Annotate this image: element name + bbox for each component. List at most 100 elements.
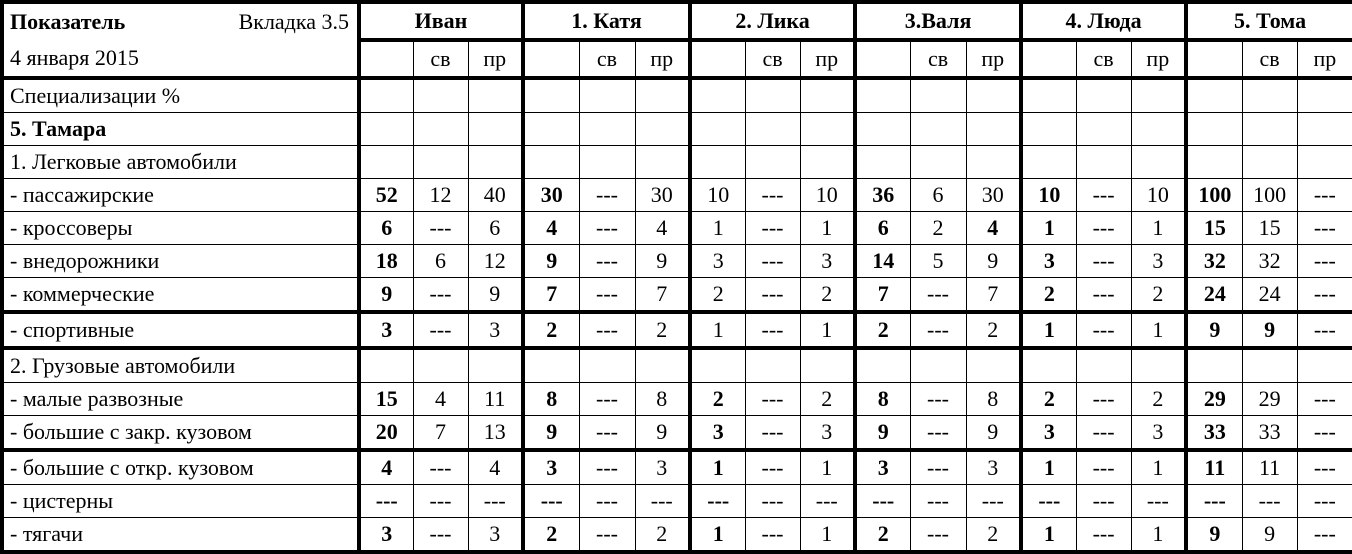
value-cell: [688, 347, 746, 383]
table-row: 5. Тамара: [0, 112, 1352, 146]
value-cell: ---: [1075, 415, 1132, 452]
value-cell: ---: [744, 211, 801, 245]
group-header: Иван: [357, 0, 524, 42]
value-cell: ---: [1296, 415, 1352, 452]
value-cell: ---: [578, 244, 636, 278]
value-cell: 1: [1130, 311, 1187, 350]
value-cell: 12: [467, 244, 524, 278]
value-cell: 9: [965, 244, 1022, 278]
value-cell: [1296, 347, 1352, 383]
value-cell: ---: [1075, 277, 1132, 314]
table-row: - большие с закр. кузовом 20 7 13 9 --- 9 3 --- 3…: [0, 415, 1352, 452]
sv-subheader: св: [909, 39, 967, 80]
value-cell: ---: [357, 484, 414, 518]
value-cell: [799, 145, 856, 179]
value-cell: 8: [634, 382, 691, 416]
table-row: 2. Грузовые автомобили: [0, 347, 1352, 383]
value-cell: 6: [357, 211, 414, 245]
value-cell: 4: [412, 382, 469, 416]
value-cell: 1: [1019, 449, 1077, 485]
value-cell: [1130, 145, 1187, 179]
value-cell: ---: [412, 277, 469, 314]
value-cell: [467, 145, 524, 179]
value-cell: ---: [744, 178, 801, 212]
value-cell: [578, 145, 636, 179]
value-cell: [853, 347, 911, 383]
value-cell: [799, 112, 856, 146]
value-cell: ---: [1075, 484, 1132, 518]
value-cell: 1: [1130, 517, 1187, 554]
total-subheader: [357, 39, 414, 80]
value-cell: 3: [688, 244, 746, 278]
value-cell: 3: [634, 449, 691, 485]
value-cell: ---: [688, 484, 746, 518]
value-cell: [1241, 112, 1298, 146]
value-cell: 10: [1019, 178, 1077, 212]
value-cell: [1130, 347, 1187, 383]
value-cell: [1184, 347, 1243, 383]
value-cell: [1019, 77, 1077, 113]
value-cell: [521, 145, 580, 179]
value-cell: [1130, 77, 1187, 113]
row-label: Специализации %: [0, 77, 361, 113]
value-cell: [1241, 347, 1298, 383]
value-cell: 9: [1184, 311, 1243, 350]
value-cell: 13: [467, 415, 524, 452]
value-cell: 15: [1241, 211, 1298, 245]
value-cell: 3: [799, 244, 856, 278]
value-cell: ---: [578, 484, 636, 518]
total-subheader: [853, 39, 911, 80]
value-cell: [1184, 77, 1243, 113]
group-header: 1. Катя: [520, 0, 691, 42]
row-label: 2. Грузовые автомобили: [0, 347, 361, 383]
value-cell: 4: [467, 449, 524, 485]
indicator-label: Показатель: [10, 9, 126, 34]
value-cell: [357, 112, 414, 146]
value-cell: ---: [1296, 211, 1352, 245]
value-cell: 2: [688, 382, 746, 416]
value-cell: ---: [578, 178, 636, 212]
value-cell: [1019, 347, 1077, 383]
value-cell: ---: [909, 484, 967, 518]
value-cell: [965, 145, 1022, 179]
row-label: - внедорожники: [0, 244, 361, 278]
value-cell: 3: [467, 311, 524, 350]
value-cell: [634, 145, 691, 179]
value-cell: [688, 112, 746, 146]
row-label: - малые развозные: [0, 382, 361, 416]
value-cell: 9: [1184, 517, 1243, 554]
table-row: - пассажирские 52 12 40 30 --- 30 10 --- 10 36 6 30 1…: [0, 178, 1352, 212]
value-cell: 2: [853, 311, 911, 350]
sv-subheader: св: [412, 39, 469, 80]
value-cell: 2: [909, 211, 967, 245]
value-cell: ---: [1019, 484, 1077, 518]
value-cell: 9: [634, 415, 691, 452]
value-cell: 7: [634, 277, 691, 314]
row-label: - большие с откр. кузовом: [0, 449, 361, 485]
value-cell: [634, 347, 691, 383]
value-cell: 11: [1241, 449, 1298, 485]
sv-subheader: св: [744, 39, 801, 80]
value-cell: ---: [1296, 277, 1352, 314]
value-cell: 3: [853, 449, 911, 485]
value-cell: ---: [578, 277, 636, 314]
value-cell: 2: [965, 517, 1022, 554]
pr-subheader: пр: [1296, 39, 1352, 80]
value-cell: 1: [1019, 517, 1077, 554]
value-cell: [965, 77, 1022, 113]
table-row: - малые развозные 15 4 11 8 --- 8 2 --- 2 8 --- 8 2 --…: [0, 382, 1352, 416]
value-cell: ---: [578, 449, 636, 485]
value-cell: 11: [1184, 449, 1243, 485]
sv-subheader: св: [1075, 39, 1132, 80]
value-cell: 2: [965, 311, 1022, 350]
value-cell: 10: [1130, 178, 1187, 212]
value-cell: ---: [744, 517, 801, 554]
pr-subheader: пр: [799, 39, 856, 80]
total-subheader: [1184, 39, 1243, 80]
value-cell: 9: [521, 244, 580, 278]
total-subheader: [1019, 39, 1077, 80]
value-cell: ---: [1075, 211, 1132, 245]
table-row: - кроссоверы 6 --- 6 4 --- 4 1 --- 1 6 2 4 1 --- 1 15 15-…: [0, 211, 1352, 245]
value-cell: 3: [357, 517, 414, 554]
value-cell: 2: [634, 517, 691, 554]
